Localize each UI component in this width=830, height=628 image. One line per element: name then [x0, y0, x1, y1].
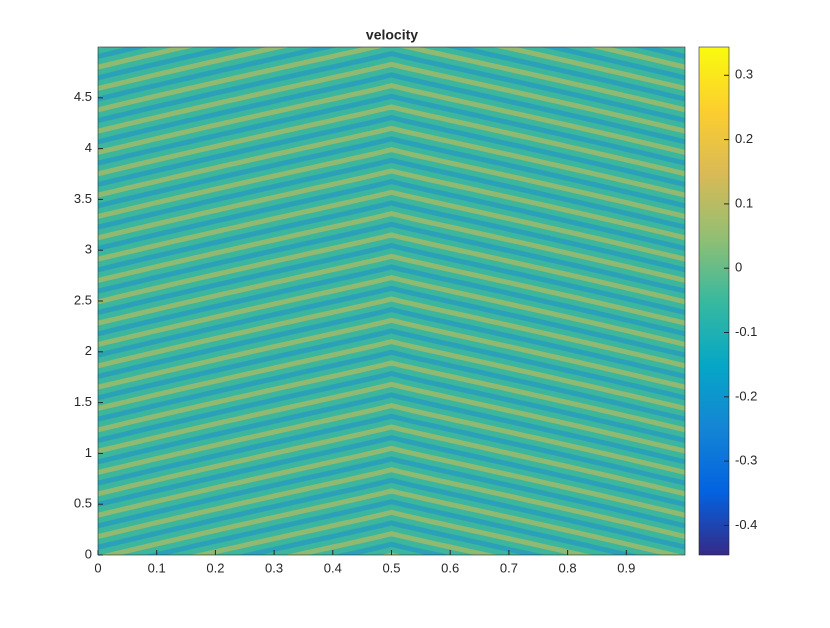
- field-stripe: [98, 456, 685, 529]
- colorbar-tick-label: -0.3: [735, 453, 757, 468]
- field-stripe: [98, 488, 685, 555]
- chart-title: velocity: [366, 27, 418, 43]
- x-tick-label: 0: [94, 560, 101, 575]
- field-stripe: [333, 541, 450, 555]
- field-stripe: [98, 0, 685, 24]
- colorbar-tick-label: 0.2: [735, 131, 753, 146]
- field-stripe: [98, 51, 685, 123]
- field-stripe: [98, 243, 685, 315]
- field: [98, 0, 685, 555]
- field-stripe: [98, 328, 685, 401]
- field-stripe: [98, 168, 685, 241]
- colorbar-tick-label: -0.4: [735, 517, 757, 532]
- x-tick-label: 0.2: [206, 560, 224, 575]
- field-stripe: [98, 413, 685, 486]
- field-stripe: [98, 477, 685, 550]
- field-stripe: [98, 253, 685, 326]
- x-tick-label: 0.8: [559, 560, 577, 575]
- field-stripe: [98, 360, 685, 433]
- field-stripe: [98, 115, 685, 187]
- field-stripe: [98, 285, 685, 358]
- colorbar-tick-label: 0.3: [735, 67, 753, 82]
- field-stripe: [98, 221, 685, 294]
- field-stripe: [98, 467, 685, 539]
- field-stripe: [98, 0, 685, 3]
- field-stripe: [98, 381, 685, 454]
- field-stripe: [98, 445, 685, 518]
- field-stripe: [98, 125, 685, 198]
- y-tick-label: 4.5: [74, 89, 92, 104]
- field-stripe: [98, 392, 685, 465]
- colorbar-tick-label: -0.2: [735, 388, 757, 403]
- field-stripe: [98, 200, 685, 273]
- field-stripe: [98, 371, 685, 443]
- field-stripe: [98, 47, 685, 81]
- colorbar-tick-label: 0.1: [735, 195, 753, 210]
- field-stripe: [98, 72, 685, 145]
- x-tick-label: 0.1: [148, 560, 166, 575]
- field-stripe: [98, 104, 685, 177]
- x-tick-label: 0.7: [500, 560, 518, 575]
- field-stripe: [98, 61, 685, 134]
- field-stripe: [144, 499, 639, 555]
- field-stripe: [237, 520, 546, 555]
- field-stripe: [98, 157, 685, 230]
- y-tick-label: 3: [85, 242, 92, 257]
- field-stripe: [98, 211, 685, 283]
- field-stripe: [98, 83, 685, 155]
- x-tick-label: 0.5: [382, 560, 400, 575]
- colorbar-tick-label: -0.1: [735, 324, 757, 339]
- x-tick-label: 0.9: [617, 560, 635, 575]
- field-stripe: [98, 264, 685, 337]
- y-tick-label: 4: [85, 140, 92, 155]
- field-stripe: [190, 509, 593, 555]
- colorbar-tick-label: 0: [735, 260, 742, 275]
- field-stripe: [98, 435, 685, 507]
- y-tick-label: 2: [85, 343, 92, 358]
- field-stripe: [98, 189, 685, 262]
- field-stripe: [98, 307, 685, 379]
- field-stripe: [98, 93, 685, 166]
- field-stripe: [98, 0, 685, 14]
- y-tick-label: 0: [85, 546, 92, 561]
- field-stripe: [98, 179, 685, 251]
- x-tick-label: 0.6: [441, 560, 459, 575]
- x-tick-label: 0.3: [265, 560, 283, 575]
- field-stripe: [98, 296, 685, 369]
- field-stripe: [98, 47, 685, 113]
- field-stripe: [98, 147, 685, 219]
- field-stripe: [98, 47, 685, 102]
- x-tick-label: 0.4: [324, 560, 342, 575]
- y-tick-label: 3.5: [74, 191, 92, 206]
- field-stripe: [98, 339, 685, 411]
- field-stripe: [285, 531, 498, 555]
- y-tick-label: 1.5: [74, 394, 92, 409]
- y-tick-label: 1: [85, 445, 92, 460]
- y-tick-label: 0.5: [74, 496, 92, 511]
- field-stripe: [98, 349, 685, 422]
- y-tick-label: 2.5: [74, 292, 92, 307]
- field-stripe: [98, 275, 685, 347]
- colorbar: [698, 46, 730, 556]
- field-stripe: [98, 47, 685, 91]
- field-stripe: [98, 424, 685, 497]
- field-stripe: [98, 232, 685, 305]
- field-stripe: [98, 403, 685, 475]
- field-stripe: [98, 317, 685, 390]
- field-stripe: [98, 136, 685, 209]
